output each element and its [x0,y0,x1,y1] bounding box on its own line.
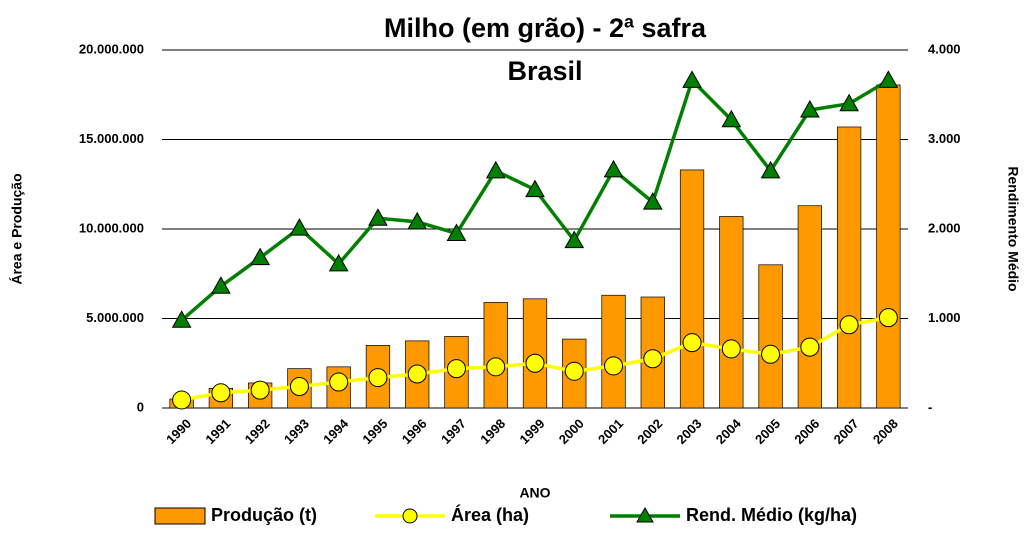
point [564,361,584,381]
y2-tick-label: 1.000 [928,310,961,325]
point [839,93,859,112]
y2-axis-label: Rendimento Médio [1005,166,1021,291]
legend-marker [636,506,654,523]
point [446,223,467,241]
point [289,377,309,397]
y-axis-label: Área e Produção [9,173,25,284]
x-tick-label: 1992 [242,416,273,447]
x-tick-label: 1993 [281,416,312,447]
bar [601,294,626,409]
y-tick-label: 5.000.000 [86,310,144,325]
x-tick-label: 2006 [791,416,822,447]
point [211,276,231,294]
point [525,179,545,198]
point [250,247,271,266]
point [407,211,428,230]
x-tick-label: 1996 [399,416,430,447]
chart-subtitle: Brasil [507,56,582,86]
point [368,368,388,388]
point [564,230,585,249]
bar [876,84,901,409]
point [171,310,192,328]
bar [719,216,744,409]
point [211,383,231,403]
bar [758,264,783,409]
point [682,70,702,88]
point [328,253,349,272]
x-axis-label: ANO [519,485,550,501]
x-tick-label: 1994 [320,415,352,447]
bar [679,169,705,409]
point [761,344,781,364]
y-tick-label: 10.000.000 [79,220,144,235]
legend-swatch [154,507,206,525]
legend-label: Rend. Médio (kg/ha) [686,505,857,525]
point [604,356,624,376]
point [760,160,781,179]
bar [836,126,862,409]
point [800,337,820,357]
x-tick-label: 2007 [831,416,862,447]
x-tick-label: 1997 [438,416,469,447]
point [289,218,310,236]
point [172,390,192,410]
legend-label: Produção (t) [211,505,317,525]
bar [483,302,508,409]
point [721,339,741,359]
y2-tick-label: 4.000 [928,41,961,56]
point [407,364,427,384]
chart-title: Milho (em grão) - 2ª safra [384,13,707,43]
point [485,160,506,179]
point [603,159,624,178]
point [368,208,388,226]
y2-tick-label: 2.000 [928,220,961,235]
point [878,70,899,88]
x-tick-label: 1999 [516,416,547,447]
point [682,333,702,353]
point [721,109,742,128]
point [878,308,898,328]
y-tick-label: 0 [137,399,144,414]
x-tick-label: 1990 [163,416,194,447]
x-tick-label: 2003 [674,416,705,447]
y-tick-label: 15.000.000 [79,131,144,146]
bar [522,298,548,409]
x-tick-label: 1995 [359,416,390,447]
point [643,349,663,369]
bar [797,205,822,409]
x-tick-label: 1991 [202,416,233,447]
x-tick-label: 2005 [752,416,783,447]
point [642,192,663,210]
point [250,380,270,400]
legend-marker [402,508,418,524]
point [329,372,349,392]
x-tick-label: 1998 [477,416,508,447]
point [799,99,820,118]
legend-label: Área (ha) [451,504,529,525]
point [525,353,545,373]
x-tick-label: 2004 [713,415,745,447]
x-tick-label: 2002 [634,416,665,447]
y2-tick-label: 3.000 [928,131,961,146]
x-tick-label: 2008 [870,416,901,447]
point [486,357,506,377]
y2-tick-label: - [928,399,932,414]
point [839,315,859,335]
x-tick-label: 2000 [556,416,587,447]
x-tick-label: 2001 [595,416,626,447]
y-tick-label: 20.000.000 [79,41,144,56]
point [446,359,466,379]
